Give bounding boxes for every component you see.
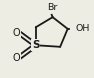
- Text: S: S: [32, 40, 39, 50]
- Text: Br: Br: [47, 4, 58, 12]
- Text: OH: OH: [75, 24, 90, 33]
- Text: O: O: [12, 28, 20, 38]
- Text: O: O: [12, 53, 20, 63]
